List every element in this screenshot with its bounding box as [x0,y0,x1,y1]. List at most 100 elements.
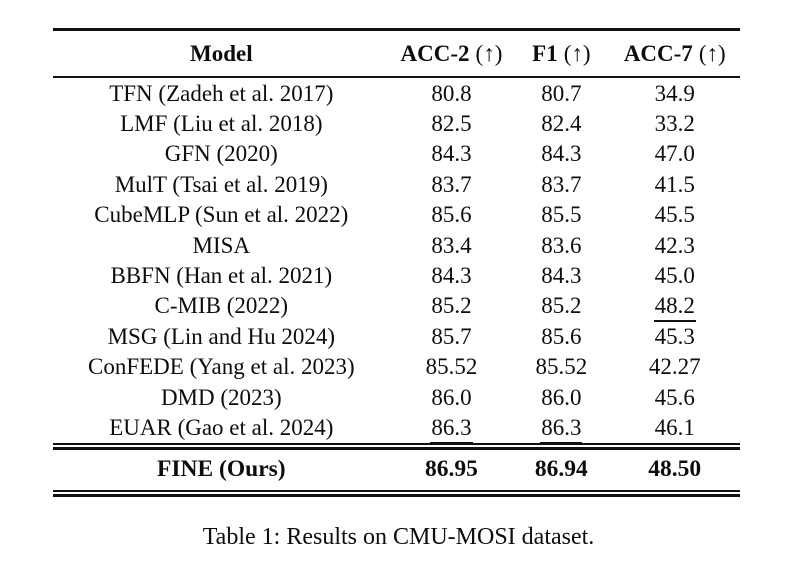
acc2-cell: 86.0 [390,382,514,412]
cell-value: 85.7 [431,323,472,349]
acc7-cell: 34.9 [609,78,740,108]
column-header-label: Model [190,41,253,66]
table-row: DMD (2023) 86.0 86.0 45.6 [53,382,740,412]
model-cell: C-MIB (2022) [53,291,390,321]
cell-value: 33.2 [654,111,695,137]
model-cell: MSG (Lin and Hu 2024) [53,321,390,351]
cell-value: 82.4 [541,111,582,137]
cell-value: 48.2 [653,293,696,323]
acc7-cell: 46.1 [609,412,740,442]
cell-value: 41.5 [654,171,695,197]
model-cell: MISA [53,230,390,260]
cell-value: MISA [192,232,251,258]
table-top-rule [53,28,740,31]
up-arrow-indicator: (↑) [475,41,503,66]
table-body: TFN (Zadeh et al. 2017) 80.8 80.7 34.9 LMF (… [53,78,740,444]
acc2-cell: 85.6 [390,200,514,230]
cell-value: C-MIB (2022) [154,293,289,319]
f1-cell: 85.2 [513,291,609,321]
acc2-cell: 85.7 [390,321,514,351]
f1-cell: 82.4 [513,108,609,138]
acc7-cell: 42.3 [609,230,740,260]
acc2-cell: 85.2 [390,291,514,321]
results-table: Model ACC-2 (↑) F1 (↑) ACC-7 (↑) TFN (Zadeh [53,28,740,497]
acc7-cell: 42.27 [609,352,740,382]
f1-cell: 84.3 [513,139,609,169]
cell-value: 45.3 [654,323,695,349]
cell-value: 85.2 [541,293,582,319]
table-header: Model ACC-2 (↑) F1 (↑) ACC-7 (↑) [53,31,740,76]
cell-value: 83.7 [541,171,582,197]
cell-value: 42.27 [648,354,701,380]
f1-cell: 85.5 [513,200,609,230]
cell-value: 47.0 [654,141,695,167]
ours-result-section: FINE (Ours) 86.95 86.94 48.50 [53,450,740,490]
table-caption: Table 1: Results on CMU-MOSI dataset. [202,524,595,550]
f1-cell: 83.7 [513,169,609,199]
cell-value: 84.3 [431,263,472,289]
cell-value: MSG (Lin and Hu 2024) [107,323,336,349]
cell-value: 42.3 [654,232,695,258]
table-row: MSG (Lin and Hu 2024) 85.7 85.6 45.3 [53,321,740,351]
table-row: CubeMLP (Sun et al. 2022) 85.6 85.5 45.5 [53,200,740,230]
cell-value: 84.3 [541,141,582,167]
acc2-cell: 83.4 [390,230,514,260]
acc7-cell: 45.0 [609,260,740,290]
header-row: Model ACC-2 (↑) F1 (↑) ACC-7 (↑) [53,31,740,76]
cell-value: DMD (2023) [160,384,282,410]
table-row: ConFEDE (Yang et al. 2023) 85.52 85.52 42.2… [53,352,740,382]
cell-value: 85.6 [541,323,582,349]
cell-value: 85.5 [541,202,582,228]
acc2-cell: 83.7 [390,169,514,199]
cell-value: GFN (2020) [164,141,278,167]
table-bottom-double-rule [53,489,740,497]
cell-value: 86.95 [425,455,478,482]
acc2-cell: 84.3 [390,260,514,290]
acc2-cell: 86.3 [390,412,514,444]
cell-value: 86.3 [430,414,473,444]
column-header-acc7: ACC-7 (↑) [609,31,740,76]
acc7-cell: 45.5 [609,200,740,230]
acc7-cell: 33.2 [609,108,740,138]
header-separator-rule [53,76,740,78]
table-row: GFN (2020) 84.3 84.3 47.0 [53,139,740,169]
up-arrow-indicator: (↑) [563,41,591,66]
acc7-cell: 45.3 [609,321,740,351]
cell-value: 80.8 [431,80,472,106]
table-row: C-MIB (2022) 85.2 85.2 48.2 [53,291,740,323]
acc2-cell: 80.8 [390,78,514,108]
table-row: LMF (Liu et al. 2018) 82.5 82.4 33.2 [53,108,740,138]
acc2-cell: 86.95 [390,450,514,490]
model-cell: MulT (Tsai et al. 2019) [53,169,390,199]
acc7-cell: 47.0 [609,139,740,169]
table-row: MulT (Tsai et al. 2019) 83.7 83.7 41.5 [53,169,740,199]
cell-value: 83.6 [541,232,582,258]
cell-value: CubeMLP (Sun et al. 2022) [94,202,349,228]
acc2-cell: 84.3 [390,139,514,169]
f1-cell: 80.7 [513,78,609,108]
f1-cell: 86.94 [513,450,609,490]
cell-value: 86.94 [534,455,588,482]
acc7-cell: 48.2 [609,291,740,323]
cell-value: 45.6 [654,384,695,410]
f1-cell: 85.52 [513,352,609,382]
acc7-cell: 41.5 [609,169,740,199]
cell-value: 86.0 [541,384,582,410]
table-row: MISA 83.4 83.6 42.3 [53,230,740,260]
column-header-f1: F1 (↑) [513,31,609,76]
cell-value: MulT (Tsai et al. 2019) [114,171,328,197]
pre-ours-double-rule [53,442,740,450]
f1-cell: 83.6 [513,230,609,260]
column-header-label: F1 [532,41,558,66]
column-header-model: Model [53,31,390,76]
cell-value: LMF (Liu et al. 2018) [120,111,323,137]
model-cell: CubeMLP (Sun et al. 2022) [53,200,390,230]
acc7-cell: 45.6 [609,382,740,412]
cell-value: 34.9 [654,80,695,106]
cell-value: 82.5 [431,111,472,137]
cell-value: BBFN (Han et al. 2021) [110,263,333,289]
table-row: TFN (Zadeh et al. 2017) 80.8 80.7 34.9 [53,78,740,108]
model-cell: BBFN (Han et al. 2021) [53,260,390,290]
f1-cell: 86.3 [513,412,609,444]
